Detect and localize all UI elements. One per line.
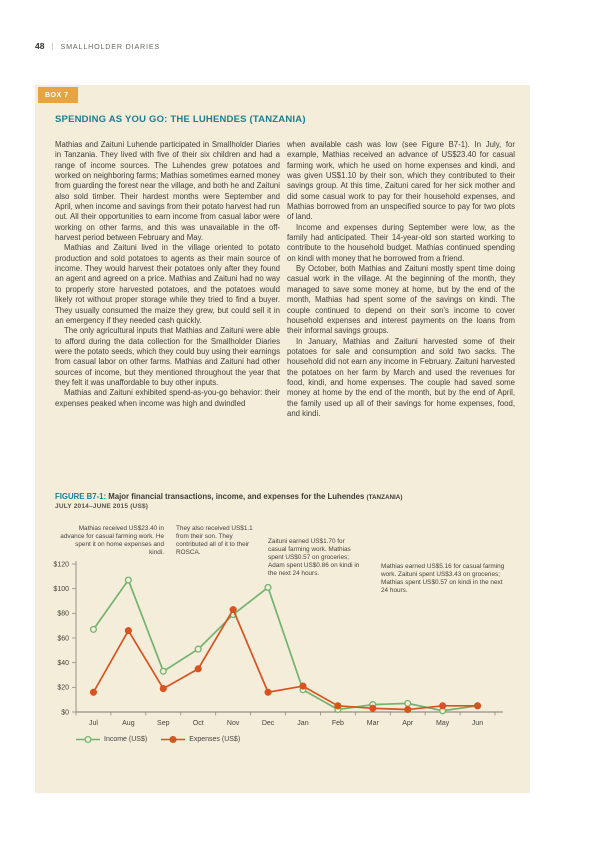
figure-title: Major financial transactions, income, an… (108, 492, 365, 501)
page-header: 48 | SMALLHOLDER DIARIES (35, 41, 160, 51)
svg-text:$60: $60 (57, 635, 69, 642)
chart-annotation: Zaituni earned US$1.70 for casual farmin… (268, 538, 360, 577)
figure-title-suffix: (TANZANIA) (366, 494, 403, 501)
svg-text:$40: $40 (57, 660, 69, 667)
svg-text:Oct: Oct (193, 720, 204, 727)
svg-text:Mar: Mar (367, 720, 380, 727)
legend-item: Income (US$) (76, 735, 147, 744)
body-paragraph: Mathias and Zaituni Luhende participated… (55, 140, 280, 243)
chart-annotation: Mathias earned US$5.16 for casual farmin… (381, 563, 505, 594)
svg-text:Feb: Feb (332, 720, 344, 727)
svg-text:$0: $0 (61, 709, 69, 716)
body-paragraph: The only agricultural inputs that Mathia… (55, 326, 280, 387)
income-line-marker-icon (76, 735, 100, 744)
body-paragraph: when available cash was low (see Figure … (287, 140, 515, 222)
svg-text:Sep: Sep (157, 720, 170, 727)
figure-b7-1: FIGURE B7-1: Major financial transaction… (40, 492, 530, 752)
header-separator: | (51, 42, 54, 51)
body-paragraph: Income and expenses during September wer… (287, 222, 515, 263)
body-paragraph: Mathias and Zaituni exhibited spend-as-y… (55, 388, 280, 408)
page-number: 48 (35, 41, 45, 51)
svg-text:Dec: Dec (262, 720, 275, 727)
body-paragraph: Mathias and Zaituni lived in the village… (55, 243, 280, 325)
svg-text:Aug: Aug (122, 720, 135, 727)
svg-text:Jul: Jul (89, 720, 98, 727)
svg-text:$80: $80 (57, 611, 69, 618)
svg-text:Nov: Nov (227, 720, 240, 727)
body-paragraph: By October, both Mathias and Zaituni mos… (287, 264, 515, 336)
header-title: SMALLHOLDER DIARIES (60, 42, 161, 51)
chart-legend: Income (US$) Expenses (US$) (76, 735, 240, 744)
figure-chart-svg: $0 $20 $40 $60 $80 $100 $120 Jul Aug Sep Oct Nov Dec… (53, 561, 503, 727)
figure-label: FIGURE B7-1: (55, 492, 107, 501)
figure-subtitle: JULY 2014–JUNE 2015 (US$) (55, 503, 149, 510)
svg-text:$100: $100 (53, 586, 69, 593)
box-tag: BOX 7 (38, 87, 78, 103)
svg-text:$120: $120 (53, 561, 69, 568)
body-paragraph: In January, Mathias and Zaituni harveste… (287, 336, 515, 418)
legend-label: Expenses (US$) (189, 736, 241, 743)
svg-text:Jun: Jun (472, 720, 483, 727)
column-left: Mathias and Zaituni Luhende participated… (55, 140, 280, 419)
expenses-line-marker-icon (161, 735, 186, 744)
legend-item: Expenses (US$) (161, 735, 240, 744)
box-7-container: BOX 7 SPENDING AS YOU GO: THE LUHENDES (… (35, 85, 530, 793)
box-title: SPENDING AS YOU GO: THE LUHENDES (TANZAN… (55, 114, 306, 125)
text-columns: Mathias and Zaituni Luhende participated… (55, 140, 515, 419)
svg-text:$20: $20 (57, 685, 69, 692)
svg-text:Jan: Jan (297, 720, 308, 727)
chart-area: Mathias earned US$5.16 for casual farmin… (40, 512, 530, 752)
column-right: when available cash was low (see Figure … (287, 140, 515, 419)
svg-text:Apr: Apr (402, 720, 414, 727)
figure-title-line: FIGURE B7-1: Major financial transaction… (55, 492, 530, 501)
chart-annotation: They also received US$1.1 from their son… (176, 525, 253, 556)
legend-label: Income (US$) (104, 736, 148, 743)
svg-text:May: May (436, 720, 450, 727)
chart-annotation: Mathias received US$23.40 in advance for… (60, 525, 164, 556)
